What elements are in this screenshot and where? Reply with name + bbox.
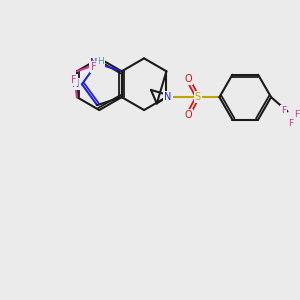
Text: F: F	[71, 75, 77, 85]
Text: F: F	[281, 106, 286, 115]
Text: F: F	[288, 119, 293, 128]
Text: H: H	[97, 57, 104, 66]
Text: F: F	[294, 110, 299, 119]
Text: S: S	[195, 92, 201, 102]
Text: F: F	[91, 62, 97, 72]
Text: N: N	[72, 79, 79, 89]
Text: O: O	[184, 74, 192, 84]
Text: N: N	[164, 92, 172, 102]
Text: O: O	[184, 110, 192, 120]
Text: N: N	[90, 58, 98, 68]
